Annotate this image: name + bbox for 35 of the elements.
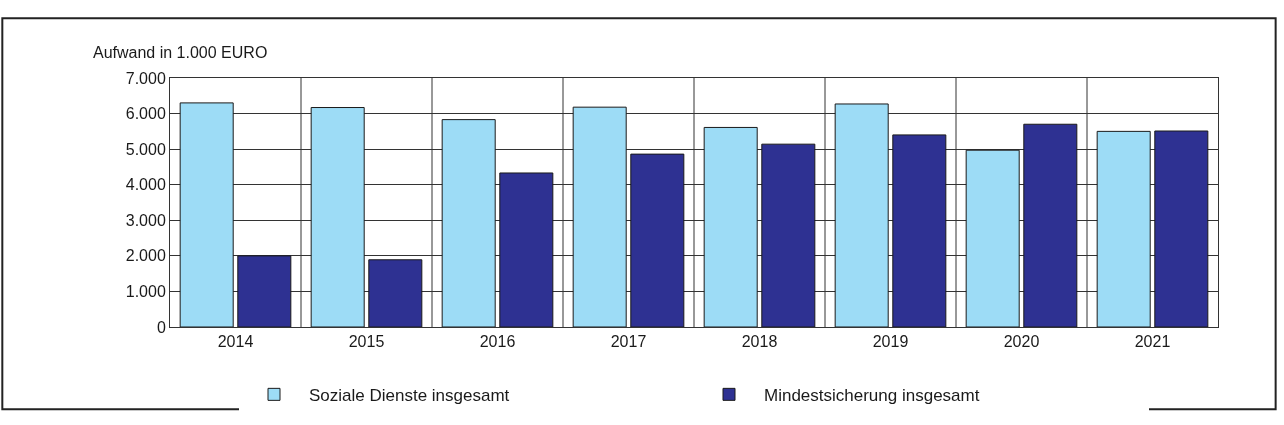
x-tick-label: 2016 [479,333,516,351]
y-tick-label: 6.000 [125,105,166,123]
bar [1096,130,1151,327]
bar [237,255,292,327]
bar [1154,130,1209,327]
y-tick-label: 3.000 [125,211,166,229]
x-tick-label: 2018 [741,333,778,351]
bar [1023,123,1078,327]
bar [179,102,234,327]
x-tick-label: 2014 [217,333,254,351]
x-tick-label: 2020 [1003,333,1040,351]
bar [761,143,816,327]
y-tick-label: 5.000 [125,140,166,158]
y-tick-label: 7.000 [125,69,166,87]
bar [441,119,496,327]
legend-label: Mindestsicherung insgesamt [764,385,980,405]
y-tick-label: 4.000 [125,176,166,194]
bar [310,107,365,327]
bar [499,172,554,327]
y-tick-label: 2.000 [125,247,166,265]
y-axis-title: Aufwand in 1.000 EURO [93,44,268,61]
legend-label: Soziale Dienste insgesamt [309,385,510,405]
x-tick-label: 2021 [1134,333,1171,351]
y-tick-label: 0 [156,318,166,336]
bar [630,153,685,327]
bar [368,259,423,327]
y-tick-label: 1.000 [125,283,166,301]
bar [892,134,947,327]
x-tick-label: 2015 [348,333,385,351]
bar [703,126,758,327]
x-tick-label: 2017 [610,333,647,351]
x-tick-label: 2019 [872,333,909,351]
bar [965,149,1020,327]
bar [834,103,889,327]
bar [572,106,627,327]
